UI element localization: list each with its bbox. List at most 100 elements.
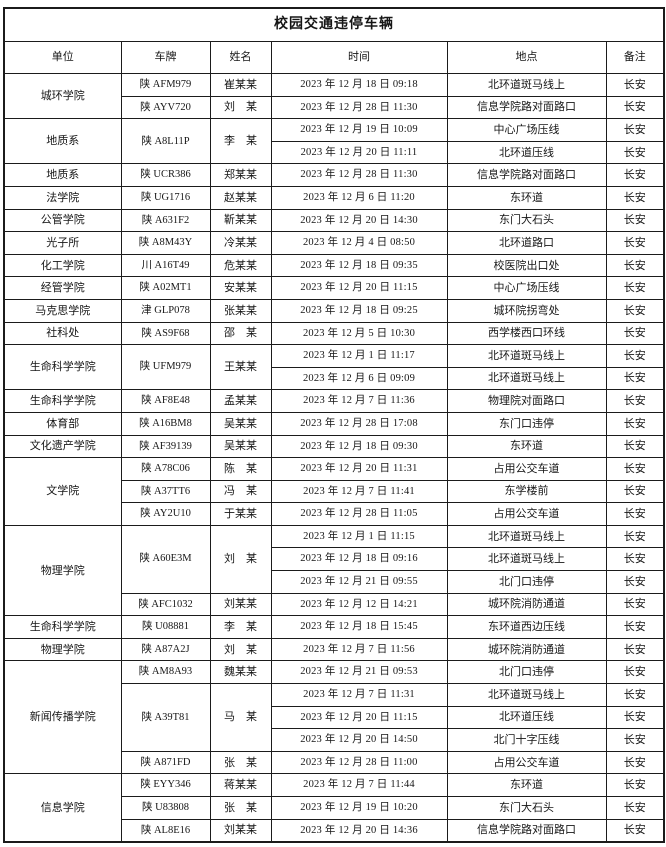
unit-cell: 经管学院 bbox=[3, 276, 122, 300]
time-cell: 2023 年 12 月 18 日 09:35 bbox=[270, 253, 448, 278]
location-cell: 东环道 bbox=[446, 773, 607, 797]
plate-cell: 陕 A8M43Y bbox=[120, 231, 211, 255]
location-cell: 北门十字压线 bbox=[446, 728, 607, 752]
table-row: 文化遗产学院陕 AF39139 吴某某 2023 年 12 月 18 日 09:30… bbox=[3, 434, 665, 459]
name-cell: 马 某 bbox=[209, 683, 272, 752]
name-cell: 孟某某 bbox=[209, 389, 272, 413]
time-cell: 2023 年 12 月 18 日 09:18 bbox=[270, 73, 448, 97]
time-cell: 2023 年 12 月 12 日 14:21 bbox=[270, 592, 448, 617]
time-cell: 2023 年 12 月 1 日 11:17 bbox=[270, 344, 448, 368]
table-row: 陕 AFC1032 刘某某 2023 年 12 月 12 日 14:21 城环院消防通… bbox=[4, 592, 665, 617]
time-cell: 2023 年 12 月 28 日 11:00 bbox=[270, 750, 448, 775]
remark-cell: 长安 bbox=[605, 185, 665, 210]
location-cell: 城环院拐弯处 bbox=[446, 298, 607, 323]
plate-cell: 陕 AF39139 bbox=[120, 434, 211, 459]
location-cell: 东环道西边压线 bbox=[446, 615, 607, 639]
table-row: 地质系陕 A8L11P 李 某 2023 年 12 月 19 日 10:09 中心广场… bbox=[3, 118, 665, 165]
header-row: 单位 车牌 姓名 时间 地点 备注 bbox=[3, 41, 665, 74]
name-cell: 危某某 bbox=[209, 253, 272, 278]
name-cell: 靳某某 bbox=[209, 208, 272, 233]
time-cell: 2023 年 12 月 7 日 11:44 bbox=[270, 773, 448, 797]
time-cell: 2023 年 12 月 7 日 11:36 bbox=[270, 389, 448, 413]
location-cell: 北门口违停 bbox=[446, 570, 607, 594]
unit-cell: 物理学院 bbox=[3, 637, 122, 662]
name-cell: 郑某某 bbox=[209, 163, 272, 187]
plate-cell: 陕 A87A2J bbox=[120, 637, 211, 662]
remark-cell: 长安 bbox=[605, 389, 665, 413]
column-header-unit: 单位 bbox=[3, 41, 122, 74]
remark-cell: 长安 bbox=[605, 615, 665, 639]
table-row: 陕 U83808 张 某 2023 年 12 月 19 日 10:20 东门大石头 长安 bbox=[4, 796, 665, 820]
unit-cell: 生命科学学院 bbox=[3, 344, 122, 391]
table-row: 体育部陕 A16BM8 吴某某 2023 年 12 月 28 日 17:08 东门口违… bbox=[3, 411, 665, 436]
unit-cell: 化工学院 bbox=[3, 253, 122, 278]
name-cell: 刘某某 bbox=[209, 592, 272, 617]
unit-cell: 公管学院 bbox=[3, 208, 122, 233]
unit-cell: 社科处 bbox=[3, 321, 122, 346]
unit-cell: 马克思学院 bbox=[3, 298, 122, 323]
location-cell: 北环道斑马线上 bbox=[446, 344, 607, 368]
unit-cell: 生命科学学院 bbox=[3, 389, 122, 413]
name-cell: 崔某某 bbox=[209, 73, 272, 97]
remark-cell: 长安 bbox=[605, 479, 665, 504]
plate-cell: 陕 U08881 bbox=[120, 615, 211, 639]
location-cell: 中心广场压线 bbox=[446, 118, 607, 142]
time-cell: 2023 年 12 月 18 日 09:16 bbox=[270, 547, 448, 572]
time-cell: 2023 年 12 月 18 日 09:30 bbox=[270, 434, 448, 459]
unit-cell: 体育部 bbox=[3, 411, 122, 436]
plate-cell: 陕 A16BM8 bbox=[120, 411, 211, 436]
time-cell: 2023 年 12 月 6 日 11:20 bbox=[270, 185, 448, 210]
time-cell: 2023 年 12 月 28 日 11:30 bbox=[270, 163, 448, 187]
time-cell: 2023 年 12 月 28 日 11:05 bbox=[270, 502, 448, 526]
location-cell: 北环道压线 bbox=[446, 705, 607, 730]
name-cell: 冷某某 bbox=[209, 231, 272, 255]
unit-cell: 地质系 bbox=[3, 118, 122, 165]
table-row: 新闻传播学院陕 AM8A93 魏某某 2023 年 12 月 21 日 09:53 北… bbox=[3, 660, 665, 775]
plate-cell: 川 A16T49 bbox=[120, 253, 211, 278]
plate-cell: 陕 AFM979 bbox=[120, 73, 211, 97]
unit-cell: 生命科学学院 bbox=[3, 615, 122, 639]
unit-cell: 文学院 bbox=[3, 457, 122, 526]
remark-cell: 长安 bbox=[605, 344, 665, 368]
time-cell: 2023 年 12 月 7 日 11:31 bbox=[270, 683, 448, 707]
time-cell: 2023 年 12 月 1 日 11:15 bbox=[270, 524, 448, 549]
remark-cell: 长安 bbox=[605, 163, 665, 187]
remark-cell: 长安 bbox=[605, 457, 665, 481]
name-cell: 吴某某 bbox=[209, 434, 272, 459]
plate-cell: 陕 A37TT6 bbox=[120, 479, 211, 504]
name-cell: 刘某某 bbox=[209, 818, 272, 843]
location-cell: 北环道斑马线上 bbox=[446, 683, 607, 707]
column-header-remark: 备注 bbox=[605, 41, 665, 74]
unit-cell: 法学院 bbox=[3, 185, 122, 210]
remark-cell: 长安 bbox=[605, 773, 665, 797]
location-cell: 北环道斑马线上 bbox=[446, 547, 607, 572]
plate-cell: 陕 AL8E16 bbox=[120, 818, 211, 843]
remark-cell: 长安 bbox=[605, 570, 665, 594]
column-header-name: 姓名 bbox=[209, 41, 272, 74]
table-row: 2023 年 12 月 18 日 09:16 北环道斑马线上 长安 bbox=[4, 547, 665, 572]
time-cell: 2023 年 12 月 18 日 09:25 bbox=[270, 298, 448, 323]
time-cell: 2023 年 12 月 20 日 11:15 bbox=[270, 276, 448, 300]
time-cell: 2023 年 12 月 20 日 14:36 bbox=[270, 818, 448, 843]
location-cell: 西学楼西口环线 bbox=[446, 321, 607, 346]
unit-cell: 地质系 bbox=[3, 163, 122, 187]
location-cell: 北环道斑马线上 bbox=[446, 73, 607, 97]
remark-cell: 长安 bbox=[605, 366, 665, 391]
plate-cell: 陕 AF8E48 bbox=[120, 389, 211, 413]
remark-cell: 长安 bbox=[605, 118, 665, 142]
plate-cell: 陕 A871FD bbox=[120, 750, 211, 775]
name-cell: 张 某 bbox=[209, 750, 272, 775]
plate-cell: 陕 A39T81 bbox=[120, 683, 211, 752]
location-cell: 信息学院路对面路口 bbox=[446, 163, 607, 187]
unit-cell: 文化遗产学院 bbox=[3, 434, 122, 459]
plate-cell: 陕 A8L11P bbox=[120, 118, 211, 165]
remark-cell: 长安 bbox=[605, 547, 665, 572]
time-cell: 2023 年 12 月 20 日 11:31 bbox=[270, 457, 448, 481]
remark-cell: 长安 bbox=[605, 95, 665, 120]
remark-cell: 长安 bbox=[605, 208, 665, 233]
remark-cell: 长安 bbox=[605, 253, 665, 278]
plate-cell: 陕 UG1716 bbox=[120, 185, 211, 210]
table-row: 经管学院陕 A02MT1 安某某 2023 年 12 月 20 日 11:15 中心广… bbox=[3, 276, 665, 300]
location-cell: 北门口违停 bbox=[446, 660, 607, 685]
plate-cell: 陕 AM8A93 bbox=[120, 660, 211, 685]
